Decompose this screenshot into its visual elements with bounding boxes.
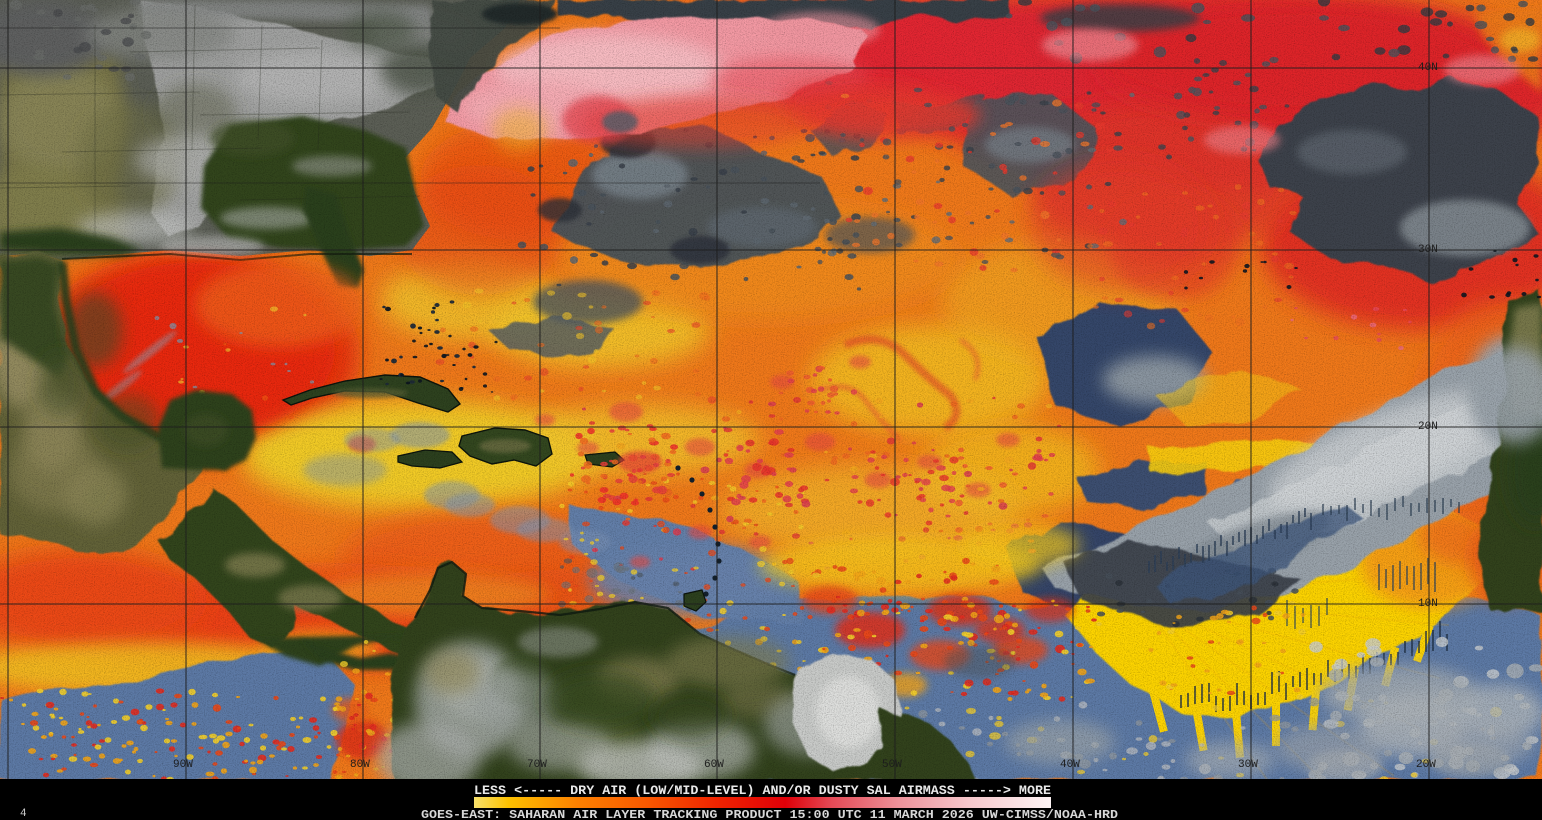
svg-text:30N: 30N [1418,244,1438,256]
svg-text:70W: 70W [527,759,547,771]
svg-text:50W: 50W [882,759,902,771]
svg-text:40N: 40N [1418,62,1438,74]
svg-text:90W: 90W [173,759,193,771]
svg-text:20W: 20W [1416,759,1436,771]
svg-text:4: 4 [20,808,27,820]
svg-text:30W: 30W [1238,759,1258,771]
svg-text:10N: 10N [1418,598,1438,610]
svg-text:60W: 60W [704,759,724,771]
svg-text:GOES-EAST: SAHARAN AIR LAYER T: GOES-EAST: SAHARAN AIR LAYER TRACKING PR… [421,808,1118,820]
svg-text:20N: 20N [1418,421,1438,433]
svg-text:LESS <----- DRY AIR (LOW/MID-L: LESS <----- DRY AIR (LOW/MID-LEVEL) AND/… [474,783,1051,798]
svg-text:80W: 80W [350,759,370,771]
svg-text:40W: 40W [1060,759,1080,771]
